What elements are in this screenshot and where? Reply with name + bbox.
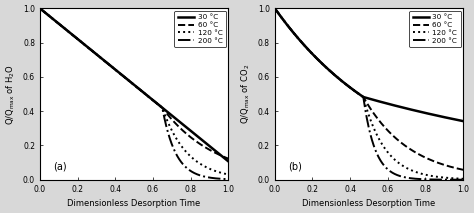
X-axis label: Dimensionless Desorption Time: Dimensionless Desorption Time [67,199,201,208]
Text: (b): (b) [288,161,302,171]
X-axis label: Dimensionless Desorption Time: Dimensionless Desorption Time [302,199,436,208]
Legend: 30 °C, 60 °C, 120 °C, 200 °C: 30 °C, 60 °C, 120 °C, 200 °C [174,10,226,47]
Text: (a): (a) [53,161,67,171]
Y-axis label: Q/Q$_\mathregular{max}$ of CO$_2$: Q/Q$_\mathregular{max}$ of CO$_2$ [240,64,252,124]
Legend: 30 °C, 60 °C, 120 °C, 200 °C: 30 °C, 60 °C, 120 °C, 200 °C [410,10,461,47]
Y-axis label: Q/Q$_\mathregular{max}$ of H$_2$O: Q/Q$_\mathregular{max}$ of H$_2$O [5,63,18,125]
